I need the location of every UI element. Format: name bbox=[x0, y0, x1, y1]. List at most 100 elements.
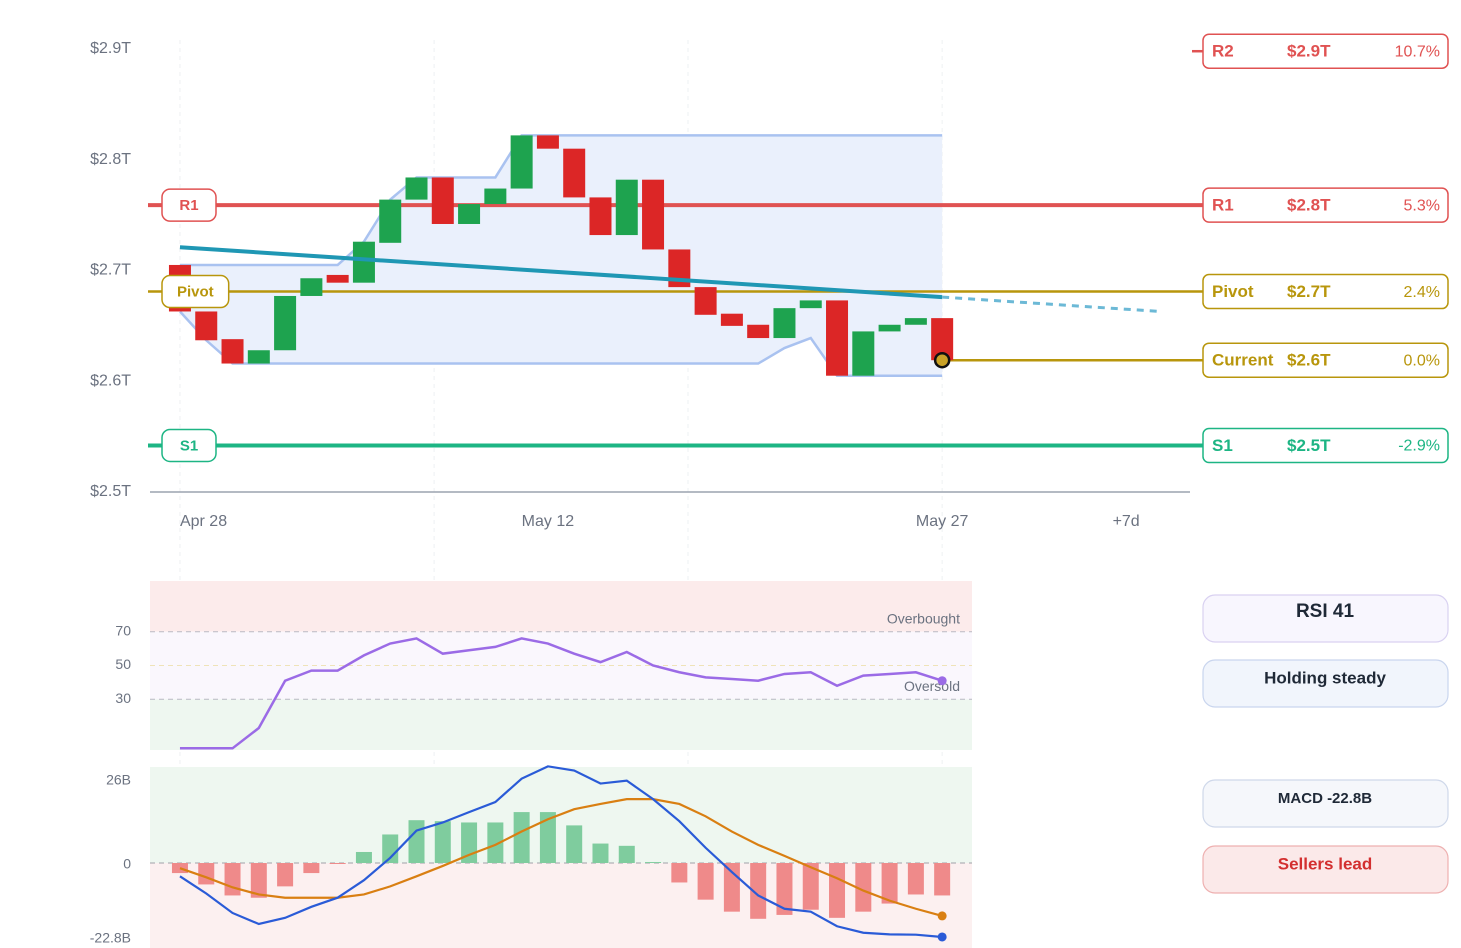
histogram-bar bbox=[277, 863, 294, 887]
y-tick-label: 70 bbox=[115, 622, 131, 638]
level-box bbox=[1202, 273, 1449, 310]
histogram-bar bbox=[566, 825, 583, 864]
rsi-line bbox=[179, 637, 943, 750]
level-badge bbox=[161, 188, 217, 222]
level-value: $2.6T bbox=[1287, 351, 1331, 370]
level-value: $2.5T bbox=[1287, 436, 1331, 455]
candle bbox=[379, 199, 402, 243]
y-tick-label: $2.9T bbox=[90, 40, 131, 57]
level-badge bbox=[161, 428, 217, 463]
histogram-bar bbox=[855, 863, 872, 912]
line-end bbox=[937, 932, 947, 942]
zone bbox=[150, 699, 972, 750]
histogram-bar bbox=[750, 863, 767, 919]
candle bbox=[247, 350, 270, 364]
level-name: S1 bbox=[1212, 436, 1233, 455]
candle bbox=[458, 204, 481, 224]
projection-line bbox=[942, 295, 1161, 313]
histogram-bar bbox=[802, 863, 819, 910]
histogram-bar bbox=[539, 812, 556, 864]
candle bbox=[484, 188, 507, 205]
level-name: R1 bbox=[1212, 196, 1234, 215]
y-tick-label: $2.7T bbox=[90, 262, 131, 279]
candle bbox=[878, 324, 901, 332]
level-change: -2.9% bbox=[1398, 438, 1440, 455]
status-text: RSI 41 bbox=[1296, 601, 1355, 622]
histogram-bar bbox=[592, 843, 609, 864]
candle bbox=[826, 300, 849, 376]
line-end bbox=[937, 911, 947, 921]
histogram-bar bbox=[250, 863, 267, 898]
histogram-bar bbox=[224, 863, 241, 896]
level-badge bbox=[161, 274, 230, 309]
histogram-bar bbox=[829, 863, 846, 918]
candle bbox=[510, 135, 533, 189]
candle bbox=[326, 274, 349, 283]
histogram-bar bbox=[355, 851, 372, 864]
y-tick-label: 50 bbox=[115, 656, 131, 672]
level-value: $2.8T bbox=[1287, 196, 1331, 215]
candle bbox=[747, 324, 770, 339]
candle bbox=[563, 148, 586, 198]
candle bbox=[904, 318, 927, 325]
zone-label: Oversold bbox=[904, 678, 960, 694]
histogram-bar bbox=[513, 812, 530, 864]
candle bbox=[195, 311, 218, 341]
histogram-bar bbox=[645, 862, 662, 864]
status-text: Sellers lead bbox=[1278, 854, 1373, 873]
level-change: 5.3% bbox=[1404, 197, 1440, 214]
level-box bbox=[1202, 33, 1449, 69]
candle bbox=[642, 179, 665, 250]
level-change: 0.0% bbox=[1404, 352, 1440, 369]
level-value: $2.7T bbox=[1287, 282, 1331, 301]
y-tick-label: $2.6T bbox=[90, 372, 131, 389]
histogram-bar bbox=[382, 834, 399, 864]
histogram-bar bbox=[723, 863, 740, 912]
status-text: Holding steady bbox=[1264, 668, 1386, 687]
x-tick-label: +7d bbox=[1113, 513, 1140, 530]
y-tick-label: -22.8B bbox=[90, 930, 131, 946]
level-value: $2.9T bbox=[1287, 42, 1331, 61]
candle bbox=[931, 318, 954, 361]
histogram-bar bbox=[171, 863, 188, 874]
candle bbox=[300, 278, 323, 296]
rsi-end bbox=[937, 676, 947, 686]
level-box bbox=[1202, 187, 1449, 223]
status-badge bbox=[1202, 845, 1449, 894]
histogram-bar bbox=[329, 863, 346, 864]
y-tick-label: 30 bbox=[115, 690, 131, 706]
y-tick-label: 0 bbox=[123, 856, 131, 872]
x-tick-label: May 12 bbox=[522, 513, 575, 530]
level-box bbox=[1202, 427, 1449, 464]
y-tick-label: $2.5T bbox=[90, 483, 131, 500]
level-badge-label: Pivot bbox=[177, 284, 214, 301]
histogram-bar bbox=[434, 821, 451, 864]
zone bbox=[150, 863, 972, 948]
histogram-bar bbox=[907, 863, 924, 895]
histogram-bar bbox=[408, 820, 425, 864]
level-change: 10.7% bbox=[1395, 43, 1440, 60]
candle bbox=[799, 300, 822, 309]
candle bbox=[221, 339, 244, 364]
candle bbox=[615, 179, 638, 236]
candle bbox=[352, 241, 375, 283]
band-lower bbox=[179, 310, 943, 377]
band-upper bbox=[179, 134, 943, 267]
y-tick-label: 26B bbox=[106, 771, 131, 787]
level-badge-label: S1 bbox=[180, 437, 198, 454]
current-marker bbox=[933, 351, 951, 369]
level-name: Current bbox=[1212, 351, 1274, 370]
candle bbox=[431, 177, 454, 224]
candle bbox=[720, 313, 743, 326]
histogram-bar bbox=[487, 822, 504, 864]
status-text: MACD -22.8B bbox=[1278, 790, 1372, 807]
histogram-bar bbox=[198, 863, 215, 885]
histogram-bar bbox=[697, 863, 714, 900]
status-badge bbox=[1202, 659, 1449, 708]
candle bbox=[274, 295, 297, 351]
level-change: 2.4% bbox=[1404, 284, 1440, 301]
level-name: R2 bbox=[1212, 42, 1234, 61]
level-name: Pivot bbox=[1212, 282, 1254, 301]
